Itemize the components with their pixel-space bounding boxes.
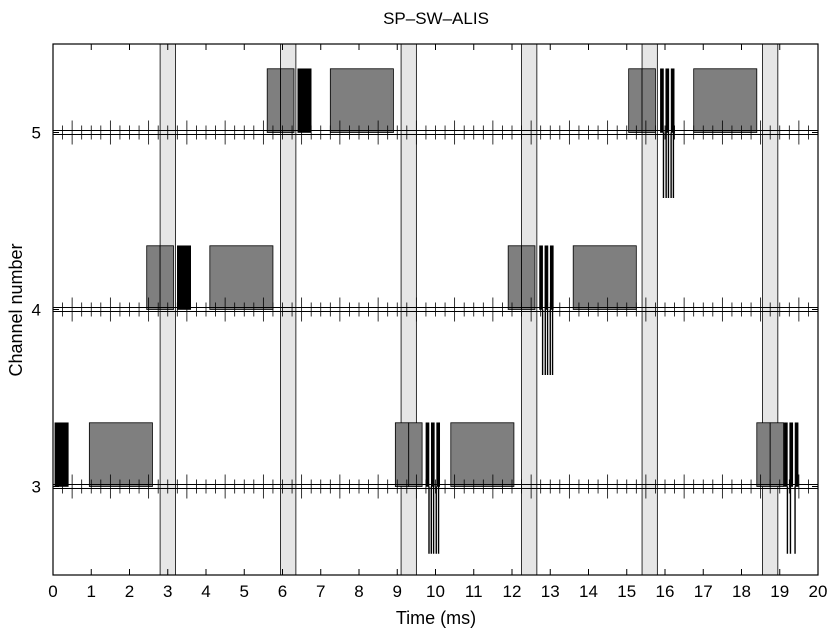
y-tick-label: 3 [32,478,41,497]
slot-block [628,68,643,133]
x-tick-label: 3 [163,582,172,601]
slot-block [209,245,274,310]
data-pulse [665,68,670,133]
slot-block [572,245,637,310]
x-tick-label: 12 [503,582,522,601]
slot-block [693,68,758,133]
slot-block [88,422,153,487]
data-pulse [539,245,543,310]
x-tick-label: 9 [393,582,402,601]
x-tick-label: 7 [316,582,325,601]
y-tick-label: 5 [32,124,41,143]
data-pulse [297,68,312,133]
x-tick-label: 19 [770,582,789,601]
guard-band [400,43,417,576]
chart-title: SP–SW–ALIS [383,9,489,28]
slot-block [769,422,784,487]
slot-block [507,245,522,310]
data-pulse [425,422,430,487]
slot-block [266,68,281,133]
data-pulse [670,68,675,133]
data-pulse [789,422,794,487]
x-tick-label: 15 [617,582,636,601]
data-pulse [430,422,435,487]
x-tick-label: 8 [354,582,363,601]
slot-block [521,245,536,310]
slot-block [450,422,515,487]
x-tick-label: 18 [732,582,751,601]
slot-block [641,68,656,133]
data-pulse [549,245,554,310]
slot-block [159,245,174,310]
x-tick-label: 1 [87,582,96,601]
x-tick-label: 11 [465,582,483,601]
x-tick-label: 6 [278,582,287,601]
data-pulse [544,245,549,310]
y-tick-label: 4 [32,301,41,320]
x-tick-label: 14 [579,582,598,601]
slot-block [329,68,394,133]
pulse-layer [54,68,799,554]
slot-block [756,422,771,487]
data-pulse [660,68,664,133]
x-tick-label: 17 [694,582,713,601]
slot-block [408,422,423,487]
y-axis-label: Channel number [6,243,26,376]
x-tick-label: 2 [125,582,134,601]
slot-block [280,68,295,133]
x-tick-label: 16 [656,582,675,601]
block-layer [88,68,784,487]
data-pulse [784,422,788,487]
x-tick-label: 0 [48,582,57,601]
data-pulse [436,422,441,487]
data-pulse [794,422,799,487]
slot-block [394,422,410,487]
x-axis-label: Time (ms) [396,608,476,628]
x-tick-label: 5 [240,582,249,601]
x-tick-label: 13 [541,582,560,601]
x-tick-label: 20 [809,582,828,601]
x-tick-label: 10 [426,582,445,601]
data-pulse [54,422,69,487]
data-pulse [177,245,191,310]
x-tick-label: 4 [201,582,210,601]
